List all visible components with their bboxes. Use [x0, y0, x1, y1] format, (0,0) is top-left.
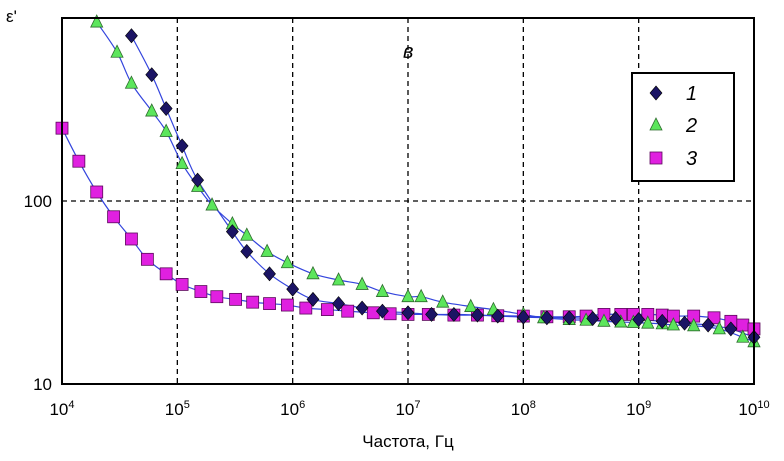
x-tick-labels: 104 105 106 107 108 109 1010 [49, 399, 769, 419]
data-point-series-3 [175, 278, 189, 291]
data-point-series-2 [641, 315, 655, 329]
data-point-series-1 [540, 310, 554, 326]
data-point-series-3 [194, 285, 208, 298]
data-point-series-3 [280, 298, 294, 312]
y-tick-label: 100 [24, 192, 52, 211]
data-point-series-2 [464, 298, 478, 312]
data-point-series-2 [436, 294, 450, 308]
data-point-series-2 [205, 197, 219, 211]
data-point-series-2 [90, 14, 104, 28]
legend-box [631, 72, 735, 182]
data-point-series-2 [736, 329, 750, 343]
data-point-series-1 [586, 311, 600, 326]
data-point-series-1 [306, 291, 320, 307]
grid-lines [62, 18, 754, 384]
data-point-series-2 [175, 155, 189, 170]
x-axis-label: Частота, Гц [362, 432, 454, 451]
data-point-series-3 [229, 292, 242, 306]
x-tick-label: 104 [49, 399, 74, 419]
data-point-series-1 [191, 172, 205, 188]
data-point-series-2 [597, 313, 611, 327]
data-point-series-2 [666, 317, 681, 331]
data-point-series-1 [516, 309, 530, 325]
data-point-series-1 [159, 101, 173, 117]
legend-label-series-2: 2 [685, 115, 697, 137]
data-point-series-1 [632, 312, 646, 328]
data-point-series-1 [145, 67, 159, 83]
data-point-series-2 [240, 227, 254, 241]
data-point-series-2 [306, 265, 320, 280]
data-point-series-2 [159, 123, 173, 137]
data-point-series-1 [355, 300, 369, 316]
data-point-series-1 [332, 296, 345, 312]
data-point-series-3 [210, 290, 224, 304]
data-point-series-1 [286, 281, 300, 297]
data-point-series-1 [491, 308, 505, 324]
x-tick-label: 105 [165, 399, 190, 419]
legend-items: 1 2 3 [649, 83, 697, 170]
data-point-series-1 [425, 306, 438, 322]
data-point-series-3 [736, 318, 750, 332]
data-point-series-2 [331, 272, 346, 286]
legend: 1 2 3 [631, 72, 735, 182]
data-point-series-1 [263, 266, 276, 282]
plot-frame [61, 17, 755, 385]
data-point-series-1 [225, 224, 239, 240]
legend-marker-series-3 [649, 151, 663, 165]
data-point-series-3 [341, 304, 355, 318]
x-tick-label: 109 [626, 399, 651, 419]
data-point-series-1 [701, 317, 715, 333]
data-point-series-2 [145, 103, 159, 117]
data-markers [55, 14, 761, 348]
data-point-series-1 [471, 307, 484, 323]
data-point-series-2 [280, 254, 295, 269]
y-tick-label: 10 [33, 375, 52, 394]
data-point-series-2 [375, 283, 390, 297]
data-point-series-2 [401, 288, 415, 303]
data-point-series-3 [320, 303, 334, 317]
data-point-series-2 [355, 276, 369, 290]
x-tick-label: 107 [395, 399, 420, 419]
data-point-series-3 [246, 295, 260, 309]
data-point-series-1 [125, 28, 138, 44]
data-point-series-2 [124, 75, 139, 89]
data-point-series-2 [260, 243, 274, 257]
data-point-series-1 [655, 313, 669, 329]
y-axis-label: ε' [6, 7, 17, 26]
data-point-series-1 [240, 243, 254, 259]
data-point-series-1 [678, 315, 691, 331]
legend-marker-series-1 [649, 85, 663, 101]
y-tick-labels: 10 100 [24, 192, 52, 394]
data-point-series-2 [414, 288, 428, 303]
data-point-series-1 [376, 303, 389, 319]
data-point-series-3 [263, 297, 276, 311]
data-point-series-3 [159, 267, 173, 281]
data-point-series-3 [125, 232, 138, 246]
data-point-series-1 [175, 138, 189, 154]
data-point-series-3 [90, 185, 104, 199]
data-point-series-1 [562, 310, 576, 326]
legend-label-series-1: 1 [686, 83, 697, 105]
data-point-series-3 [140, 252, 154, 266]
data-point-series-3 [72, 154, 86, 168]
data-point-series-1 [724, 321, 738, 337]
data-point-series-3 [107, 210, 120, 224]
x-tick-label: 108 [511, 399, 536, 419]
data-point-series-1 [609, 311, 622, 326]
x-tick-label: 106 [280, 399, 305, 419]
data-point-series-2 [110, 44, 124, 58]
data-point-series-1 [447, 306, 461, 322]
data-point-series-2 [712, 321, 726, 335]
x-tick-label: 1010 [738, 399, 769, 419]
data-point-series-1 [401, 305, 415, 321]
legend-label-series-3: 3 [686, 148, 697, 170]
panel-label: в [403, 41, 413, 63]
data-point-series-2 [687, 317, 701, 332]
data-point-series-3 [299, 301, 313, 315]
legend-marker-series-2 [649, 117, 663, 131]
